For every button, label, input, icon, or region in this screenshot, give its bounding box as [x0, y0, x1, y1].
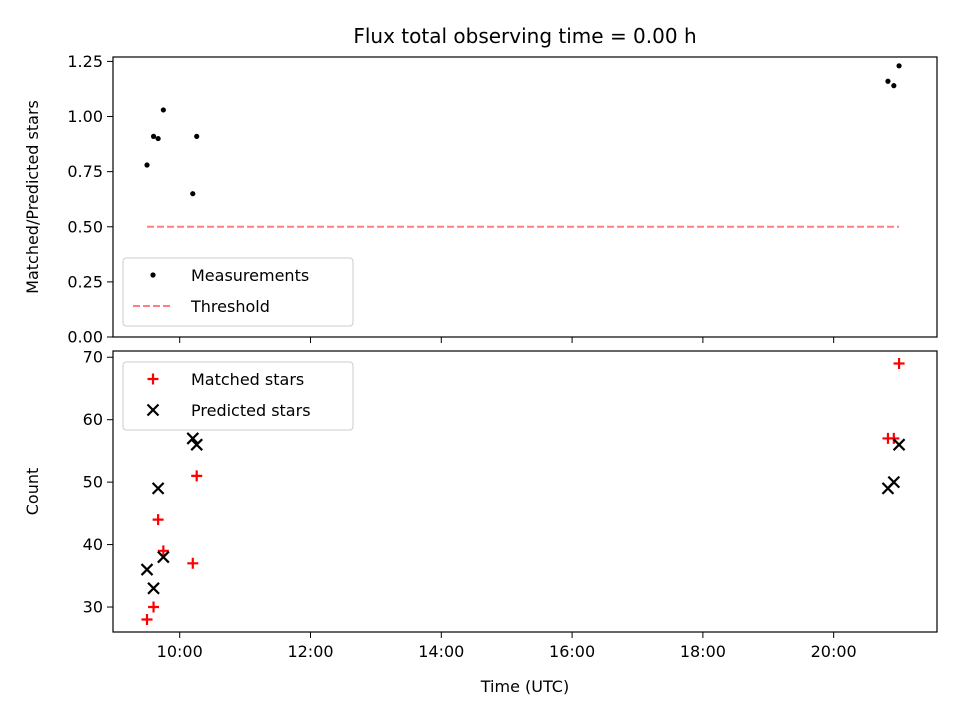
matched-stars-point [187, 557, 199, 569]
predicted-stars-point [140, 563, 154, 576]
legend-label: Measurements [191, 266, 309, 285]
measurements-point [194, 133, 200, 139]
plot-panel-1: Flux total observing time = 0.00 h 0.00 0.… [23, 24, 938, 347]
x-tick-label: 20:00 [811, 642, 857, 661]
measurements-point [160, 107, 166, 113]
axes-frame [112, 56, 938, 338]
plot-panel-2: 30 40 50 60 70 10:00 12:00 14:00 16:00 18:00 20:00… [23, 348, 938, 696]
legend-label: Predicted stars [191, 401, 311, 420]
matched-stars-point [157, 545, 169, 557]
matched-stars-point [893, 357, 905, 369]
legend-label: Threshold [190, 297, 270, 316]
predicted-stars-point [147, 582, 160, 595]
y-tick-label: 1.00 [67, 107, 103, 126]
x-tick-label: 16:00 [549, 642, 595, 661]
y-tick-label: 0.25 [67, 272, 103, 291]
y-tick-label: 70 [83, 348, 103, 367]
matched-stars-point [148, 601, 160, 613]
y-tick-label: 40 [83, 535, 103, 554]
y-tick-label: 0.50 [67, 217, 103, 236]
predicted-stars-point [892, 438, 906, 451]
predicted-stars-point [186, 432, 200, 445]
predicted-stars-point [190, 438, 203, 451]
x-tick-label: 12:00 [287, 642, 333, 661]
measurements-point [190, 191, 196, 197]
legend-swatch-predicted-stars [146, 403, 160, 417]
axes-frame [112, 350, 938, 633]
predicted-stars-point [157, 550, 170, 564]
legend-box [122, 257, 354, 327]
x-tick-label: 10:00 [157, 642, 203, 661]
predicted-stars-point [151, 482, 165, 495]
x-tick-label: 14:00 [418, 642, 464, 661]
y-tick-label: 30 [83, 598, 103, 617]
chart-title: Flux total observing time = 0.00 h [353, 24, 696, 48]
matched-stars-point [152, 514, 164, 526]
measurements-point [144, 162, 150, 168]
legend-label: Matched stars [191, 370, 304, 389]
legend-swatch-matched-stars [147, 373, 159, 385]
matched-stars-point [888, 432, 900, 444]
measurements-point [155, 135, 161, 142]
legend-swatch-measurements [150, 272, 156, 278]
matched-stars-point [141, 614, 153, 626]
legend-box [122, 361, 354, 431]
x-tick-label: 18:00 [680, 642, 726, 661]
legend: Matched stars Predicted stars [122, 361, 354, 431]
y-tick-label: 1.25 [67, 52, 103, 71]
measurements-point [896, 63, 902, 69]
y-axis-label: Matched/Predicted stars [23, 100, 42, 294]
y-tick-label: 50 [83, 473, 103, 492]
y-tick-label: 60 [83, 410, 103, 429]
x-axis-label: Time (UTC) [480, 677, 569, 696]
matched-stars-point [191, 470, 203, 482]
y-axis-label: Count [23, 468, 42, 516]
predicted-stars-point [887, 475, 901, 489]
legend: Measurements Threshold [122, 257, 354, 327]
measurements-point [891, 83, 897, 89]
y-tick-label: 0.75 [67, 162, 103, 181]
measurements-point [885, 78, 891, 84]
measurements-point [150, 133, 157, 139]
y-tick-label: 0.00 [67, 328, 103, 347]
